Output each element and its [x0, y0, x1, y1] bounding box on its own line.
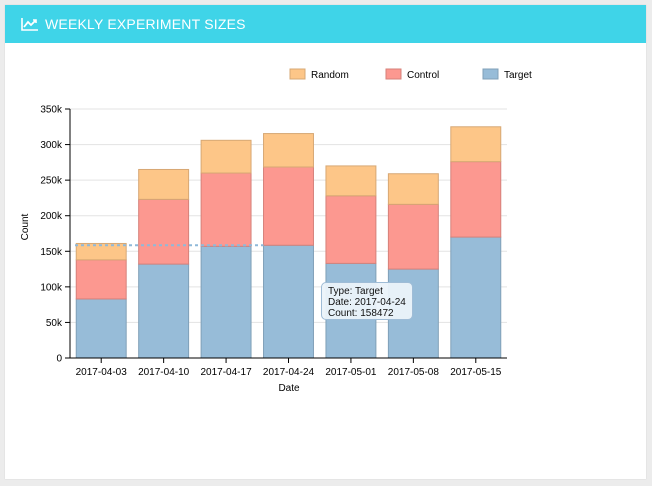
legend-label-random: Random [311, 70, 349, 81]
legend-swatch-random [289, 68, 306, 80]
bar-control-2017-05-15 [450, 161, 502, 238]
bar-control-2017-04-10 [138, 198, 190, 265]
y-tick-label: 50k [46, 318, 63, 329]
bar-control-2017-05-01 [325, 195, 377, 264]
bar-target-2017-04-03 [75, 298, 127, 359]
bar-target-2017-04-24 [263, 244, 314, 359]
bar-control-2017-04-17 [200, 172, 252, 247]
legend-label-control: Control [407, 70, 439, 81]
y-axis-title: Count [20, 213, 31, 240]
bar-random-2017-04-17 [200, 139, 252, 174]
bar-target-2017-04-10 [138, 263, 190, 359]
bar-target-2017-05-15 [450, 236, 502, 359]
bar-random-2017-04-03 [75, 242, 127, 261]
y-tick-label: 350k [40, 105, 63, 116]
chart-panel: WEEKLY EXPERIMENT SIZES [5, 5, 646, 479]
x-tick-label: 2017-05-08 [388, 367, 440, 378]
tooltip-count: Count: 158472 [328, 308, 394, 319]
x-tick-label: 2017-04-17 [200, 367, 252, 378]
bar-control-2017-05-08 [387, 203, 439, 270]
bar-random-2017-04-24 [263, 133, 314, 168]
legend-swatch-target [482, 68, 499, 80]
tooltip-type: Type: Target [328, 286, 383, 297]
y-tick-label: 150k [40, 247, 63, 258]
tooltip-date: Date: 2017-04-24 [328, 297, 406, 308]
bar-random-2017-05-08 [387, 173, 439, 205]
panel-header: WEEKLY EXPERIMENT SIZES [5, 5, 646, 43]
legend-label-target: Target [504, 70, 532, 81]
chart-tooltip: Type: Target Date: 2017-04-24 Count: 158… [321, 282, 413, 320]
x-tick-label: 2017-05-15 [450, 367, 502, 378]
x-tick-label: 2017-04-10 [138, 367, 190, 378]
x-tick-label: 2017-04-24 [263, 367, 315, 378]
line-chart-icon [21, 17, 39, 31]
legend-swatch-control [385, 68, 402, 80]
bar-random-2017-05-15 [450, 126, 502, 163]
x-axis-title: Date [278, 383, 300, 394]
panel-title: WEEKLY EXPERIMENT SIZES [45, 16, 246, 32]
bar-control-2017-04-03 [75, 259, 127, 300]
bar-random-2017-05-01 [325, 165, 377, 197]
y-tick-label: 0 [56, 354, 62, 365]
bar-random-2017-04-10 [138, 168, 190, 200]
bar-control-2017-04-24 [263, 166, 314, 246]
x-tick-label: 2017-04-03 [76, 367, 128, 378]
y-tick-label: 100k [40, 282, 63, 293]
y-tick-label: 200k [40, 211, 63, 222]
y-tick-label: 300k [40, 140, 63, 151]
x-tick-label: 2017-05-01 [325, 367, 377, 378]
y-tick-label: 250k [40, 176, 63, 187]
bar-target-2017-04-17 [200, 245, 252, 359]
